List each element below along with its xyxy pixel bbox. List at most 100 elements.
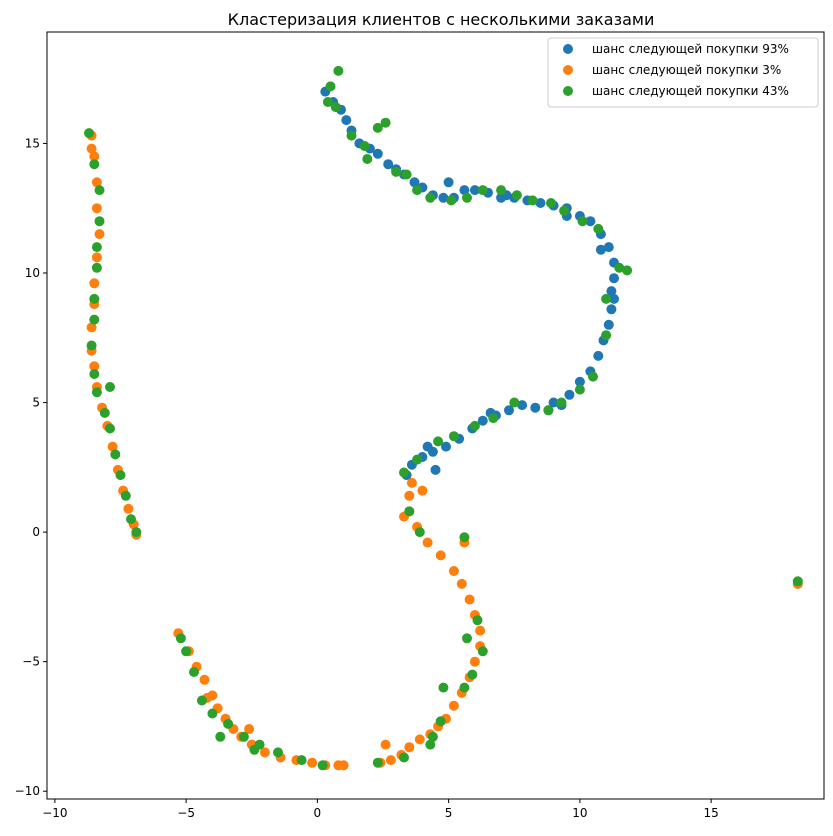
scatter-point: [459, 185, 470, 196]
legend-marker: [563, 44, 573, 54]
scatter-point: [181, 646, 192, 657]
y-tick-label: 0: [32, 525, 40, 539]
scatter-point: [469, 420, 480, 431]
scatter-point: [425, 739, 436, 750]
scatter-point: [435, 716, 446, 727]
scatter-point: [259, 747, 270, 758]
scatter-point: [622, 265, 633, 276]
scatter-point: [110, 449, 121, 460]
scatter-point: [448, 431, 459, 442]
scatter-point: [438, 682, 449, 693]
scatter-point: [606, 304, 617, 315]
scatter-point: [362, 154, 373, 164]
y-tick-label: 5: [32, 396, 40, 410]
scatter-point: [89, 293, 100, 304]
legend-label: шанс следующей покупки 93%: [592, 42, 789, 56]
scatter-point: [509, 397, 520, 408]
scatter-point: [438, 192, 449, 203]
legend-label: шанс следующей покупки 3%: [592, 63, 781, 77]
scatter-point: [94, 185, 105, 196]
scatter-point: [399, 467, 409, 478]
scatter-point: [530, 402, 541, 413]
x-tick-label: 0: [314, 806, 322, 820]
scatter-point: [94, 229, 105, 240]
scatter-point: [91, 262, 102, 273]
scatter-point: [543, 405, 554, 416]
scatter-point: [535, 198, 546, 208]
scatter-point: [433, 436, 444, 447]
scatter-point: [322, 97, 333, 107]
legend-marker: [563, 65, 573, 75]
scatter-point: [120, 490, 131, 501]
scatter-point: [412, 185, 423, 196]
scatter-point: [467, 669, 478, 680]
scatter-point: [792, 576, 803, 587]
scatter-point: [238, 731, 249, 742]
scatter-point: [504, 405, 514, 416]
scatter-point: [414, 527, 425, 538]
scatter-point: [593, 223, 604, 234]
scatter-point: [556, 397, 567, 408]
scatter-point: [496, 185, 507, 196]
legend-box: [547, 37, 819, 108]
scatter-point: [99, 407, 110, 418]
scatter-point: [601, 330, 612, 341]
scatter-point: [404, 490, 415, 501]
scatter-point: [89, 314, 100, 325]
scatter-point: [89, 369, 100, 379]
scatter-point: [588, 371, 598, 382]
scatter-point: [441, 441, 451, 452]
scatter-point: [459, 532, 470, 543]
scatter-point: [427, 731, 438, 742]
scatter-point: [89, 278, 100, 289]
scatter-point: [126, 514, 136, 525]
x-tick-label: 5: [445, 806, 453, 820]
scatter-point: [406, 477, 417, 488]
scatter-point: [593, 350, 604, 361]
scatter-point: [391, 166, 402, 177]
chart-title: Кластеризация клиентов с несколькими зак…: [228, 10, 655, 29]
scatter-point: [546, 198, 556, 208]
scatter-point: [89, 151, 100, 162]
scatter-point: [404, 506, 415, 517]
scatter-point: [91, 203, 102, 214]
x-tick-label: −10: [42, 806, 67, 820]
scatter-point: [372, 122, 383, 133]
legend-marker: [563, 86, 573, 96]
scatter-point: [86, 143, 97, 154]
x-tick-label: 15: [703, 806, 718, 820]
scatter-point: [385, 755, 396, 766]
x-axis: −10 −5 0 5 10 15: [42, 799, 719, 820]
scatter-point: [595, 244, 606, 255]
scatter-point: [412, 454, 423, 465]
scatter-point: [307, 757, 318, 768]
scatter-point: [207, 708, 218, 719]
scatter-point: [380, 739, 391, 750]
scatter-point: [477, 646, 488, 657]
series-3-points: [84, 65, 803, 771]
scatter-point: [446, 195, 457, 206]
scatter-point: [448, 700, 459, 711]
scatter-point: [548, 397, 559, 408]
scatter-point: [574, 384, 585, 395]
points-layer: [84, 65, 803, 771]
scatter-point: [91, 387, 102, 398]
scatter-point: [459, 682, 470, 693]
scatter-point: [333, 65, 344, 76]
scatter-point: [574, 376, 585, 387]
scatter-point: [430, 464, 441, 475]
scatter-point: [603, 319, 614, 330]
scatter-point: [475, 625, 486, 636]
scatter-point: [414, 734, 425, 745]
scatter-point: [131, 527, 142, 538]
scatter-point: [585, 216, 596, 227]
x-tick-label: −5: [177, 806, 195, 820]
scatter-point: [511, 190, 522, 201]
scatter-point: [469, 185, 480, 196]
scatter-point: [199, 674, 210, 685]
x-tick-label: 10: [572, 806, 587, 820]
scatter-point: [399, 752, 409, 763]
scatter-point: [609, 293, 619, 304]
scatter-point: [189, 667, 199, 677]
scatter-point: [409, 177, 420, 188]
